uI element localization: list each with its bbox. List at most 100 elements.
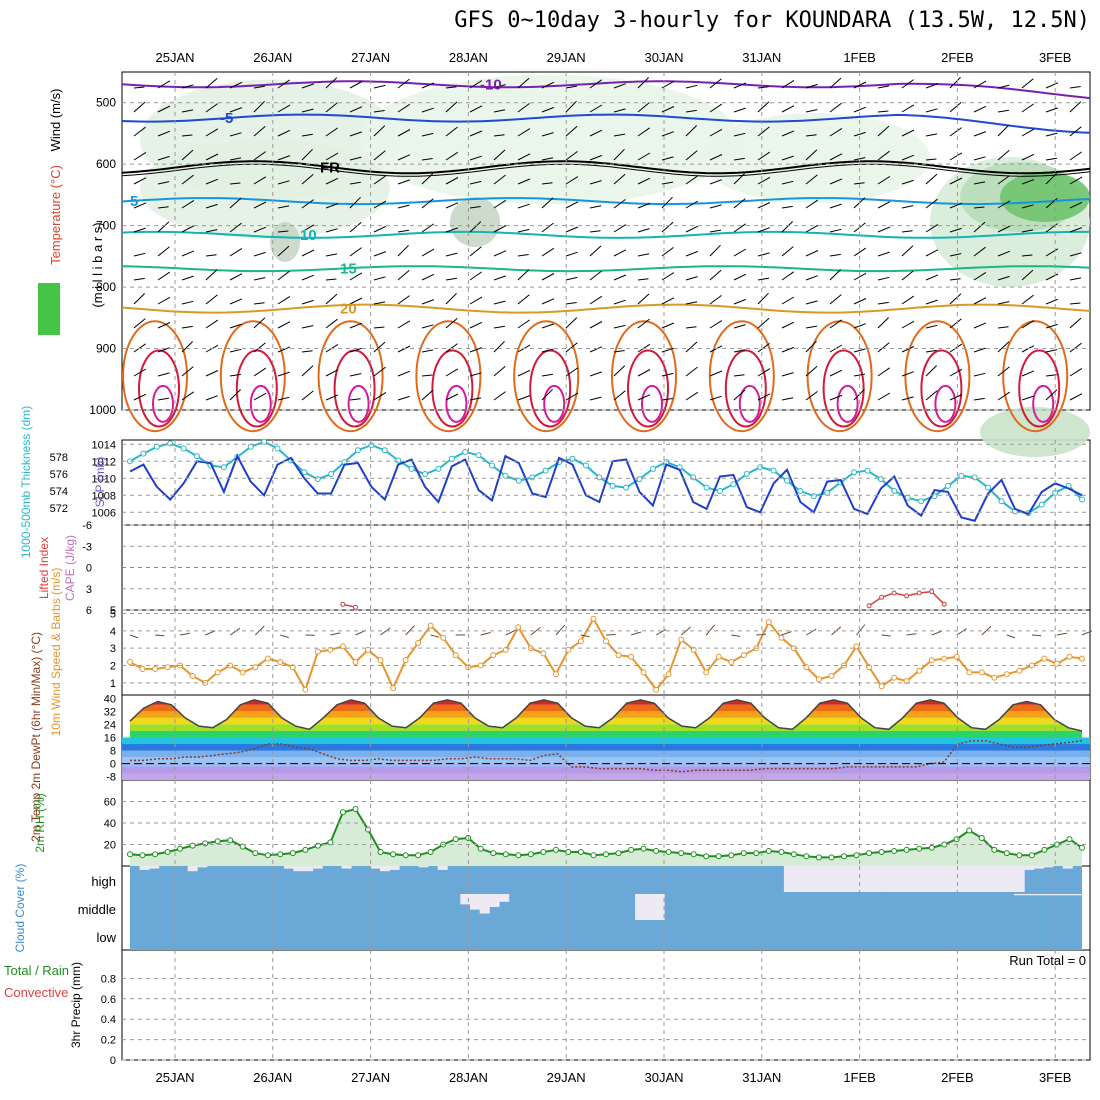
- wind-barb: [829, 77, 842, 89]
- bottom-date-label: 31JAN: [742, 1070, 781, 1085]
- thickness-point: [261, 438, 268, 445]
- rh2m-point: [715, 853, 722, 860]
- wind-barb: [541, 323, 554, 329]
- lifted-index-point: [879, 594, 885, 600]
- temp-band-full: [122, 763, 1090, 767]
- wind-speed-point: [1066, 653, 1073, 660]
- wind-barb: [349, 297, 363, 305]
- wind10m-barb: [931, 630, 942, 636]
- wind-barb: [181, 199, 195, 209]
- li-tick-label: -6: [82, 520, 92, 532]
- wind-barb: [733, 389, 746, 401]
- top-date-label: 2FEB: [941, 50, 974, 65]
- wind-barb: [949, 127, 962, 137]
- wind-barb: [829, 203, 842, 209]
- wind-barb: [685, 326, 697, 329]
- bottom-date-label: 25JAN: [155, 1070, 194, 1085]
- pressure-tick-label: 700: [96, 219, 116, 233]
- wind-barb: [613, 299, 626, 305]
- wind10m-barb: [630, 631, 642, 636]
- wind-barb: [397, 229, 409, 233]
- wind-barb: [997, 124, 1009, 137]
- wind-barb: [925, 133, 938, 137]
- wind-barb: [661, 196, 673, 209]
- wind-barb: [493, 84, 506, 89]
- rh2m-point: [778, 849, 785, 855]
- wind-barb: [325, 177, 339, 185]
- wind-barb: [277, 230, 289, 233]
- thickness-point: [717, 488, 723, 494]
- boundary-layer-contour: [627, 349, 669, 428]
- thickness-point: [314, 476, 321, 483]
- wind-barb: [589, 129, 603, 137]
- wind-barb: [397, 370, 411, 377]
- wind-barb: [181, 275, 194, 281]
- wind-barb: [661, 221, 674, 233]
- wind-barb: [493, 109, 506, 113]
- wind-barb: [709, 269, 722, 281]
- bottom-date-label: 3FEB: [1039, 1070, 1072, 1085]
- wind-barb: [757, 101, 770, 113]
- wind-speed-point: [127, 659, 133, 665]
- wind-barb: [253, 342, 266, 353]
- wind-barb: [637, 369, 651, 377]
- wind-barb: [325, 253, 338, 257]
- wind-barb: [301, 224, 315, 233]
- wind-barb: [613, 274, 627, 281]
- wind-barb: [301, 365, 314, 377]
- isotherm-label: 20: [340, 301, 357, 318]
- rh-tick-label: 40: [104, 818, 116, 830]
- thickness-point: [824, 489, 831, 496]
- wind-barb: [925, 365, 938, 377]
- wind-speed-point: [765, 619, 772, 626]
- isotherm-label: -10: [480, 76, 502, 93]
- wind10m-barb: [205, 630, 216, 636]
- wind-barb: [469, 372, 482, 377]
- rh2m-point: [590, 852, 597, 859]
- wind-barb: [781, 397, 794, 401]
- wind-barb: [205, 153, 219, 161]
- wind-barb: [805, 224, 819, 233]
- rh2m-point: [377, 849, 384, 855]
- cloud-gap: [966, 866, 977, 892]
- precip-ylabel: 3hr Precip (mm): [69, 962, 83, 1048]
- chart-title: GFS 0~10day 3-hourly for KOUNDARA (13.5W…: [454, 8, 1090, 33]
- wind-barb: [805, 199, 819, 209]
- rh2m-point: [703, 853, 710, 860]
- wind-barb: [877, 150, 890, 161]
- wind10m-barb: [906, 633, 917, 636]
- top-date-label: 1FEB: [843, 50, 876, 65]
- wind-barb: [205, 229, 218, 233]
- thickness-tick-label: 578: [50, 452, 68, 464]
- cloud-gap: [918, 866, 929, 892]
- wind-barb: [589, 295, 603, 305]
- boundary-layer-contour: [122, 320, 188, 433]
- wind-barb: [397, 129, 411, 137]
- wind-barb: [973, 246, 986, 257]
- boundary-layer-contour: [138, 349, 180, 428]
- wind-barb: [973, 156, 986, 161]
- wind-barb: [757, 342, 770, 353]
- wind-speed-point: [239, 669, 246, 676]
- wind-barb: [277, 346, 291, 353]
- wind-barb: [133, 343, 146, 353]
- cloud-gap: [880, 866, 891, 892]
- wind-barb: [301, 199, 314, 209]
- wind-barb: [301, 350, 313, 353]
- bottom-date-label: 26JAN: [253, 1070, 292, 1085]
- wind-barb: [637, 228, 650, 233]
- thickness-point: [220, 464, 227, 471]
- wind-barb: [1045, 374, 1057, 377]
- wind-barb: [301, 148, 313, 161]
- wind-barb: [541, 273, 555, 281]
- top-date-label: 27JAN: [351, 50, 390, 65]
- wind-barb: [685, 125, 698, 137]
- wind-barb: [253, 85, 265, 89]
- boundary-layer-contour: [738, 384, 761, 423]
- cloud-gap: [293, 866, 304, 872]
- wind-barb: [805, 325, 818, 329]
- thickness-point: [368, 442, 375, 449]
- wind-speed-point: [953, 653, 960, 660]
- wind-barb: [301, 325, 314, 329]
- isotherm-line: [121, 303, 1091, 314]
